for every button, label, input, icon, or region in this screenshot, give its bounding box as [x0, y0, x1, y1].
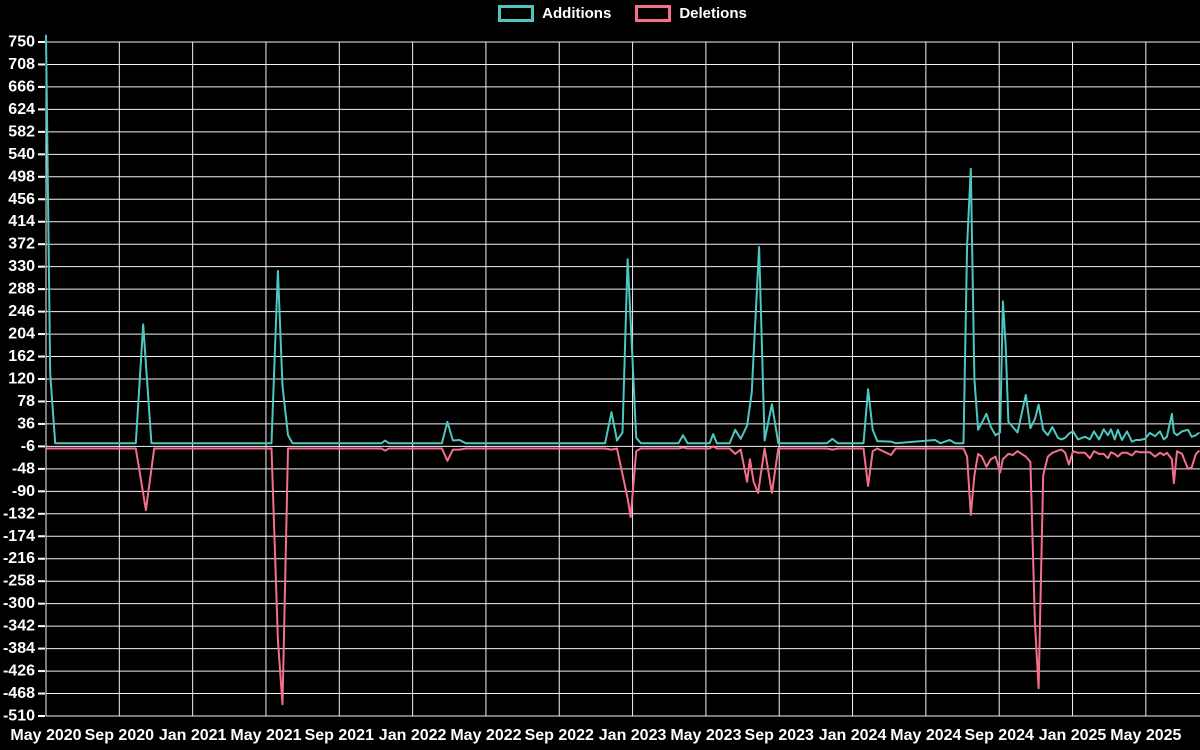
y-tick-label: 78: [17, 393, 35, 410]
y-tick-label: 246: [8, 303, 35, 320]
x-tick-label: May 2021: [230, 727, 301, 744]
y-tick-label: -258: [3, 573, 35, 590]
x-tick-label: May 2020: [10, 727, 81, 744]
y-tick-label: -426: [3, 663, 35, 680]
additions-line[interactable]: [45, 34, 1200, 445]
y-tick-label: -342: [3, 618, 35, 635]
x-tick-label: Jan 2022: [379, 727, 447, 744]
x-tick-label: May 2023: [670, 727, 741, 744]
y-tick-label: -174: [3, 528, 35, 545]
legend-item-additions[interactable]: Additions: [498, 5, 611, 22]
y-tick-label: -6: [21, 438, 35, 455]
y-tick-label: 414: [8, 213, 35, 230]
x-tick-label: Sep 2023: [745, 727, 814, 744]
deletions-swatch-icon: [635, 5, 672, 22]
x-tick-label: Sep 2022: [525, 727, 594, 744]
x-tick-label: Jan 2024: [819, 727, 887, 744]
y-tick-label: 330: [8, 258, 35, 275]
y-tick-label: 36: [17, 415, 35, 432]
y-tick-label: 708: [8, 56, 35, 73]
y-tick-label: 204: [8, 326, 35, 343]
x-tick-label: Jan 2021: [159, 727, 227, 744]
y-tick-label: -300: [3, 595, 35, 612]
y-tick-label: 162: [8, 348, 35, 365]
deletions-line[interactable]: [45, 445, 1200, 706]
y-tick-label: -90: [12, 483, 35, 500]
y-tick-label: 540: [8, 146, 35, 163]
y-tick-label: -384: [3, 640, 35, 657]
x-tick-label: May 2022: [450, 727, 521, 744]
legend-label-additions: Additions: [542, 5, 612, 22]
x-tick-label: Sep 2020: [85, 727, 154, 744]
x-tick-label: May 2024: [890, 727, 961, 744]
x-tick-label: May 2025: [1110, 727, 1181, 744]
y-tick-label: 372: [8, 236, 35, 253]
y-tick-label: 666: [8, 78, 35, 95]
y-tick-label: -216: [3, 550, 35, 567]
y-tick-label: 120: [8, 371, 35, 388]
y-tick-label: -510: [3, 708, 35, 725]
y-tick-label: 456: [8, 191, 35, 208]
x-tick-label: Jan 2025: [1039, 727, 1107, 744]
chart-legend: Additions Deletions: [46, 5, 1199, 22]
x-tick-label: Sep 2024: [965, 727, 1034, 744]
y-tick-label: 624: [8, 101, 35, 118]
y-tick-label: -132: [3, 505, 35, 522]
y-tick-label: 582: [8, 123, 35, 140]
y-tick-label: -468: [3, 685, 35, 702]
additions-swatch-icon: [498, 5, 535, 22]
y-tick-label: -48: [12, 460, 35, 477]
y-tick-label: 288: [8, 281, 35, 298]
y-tick-label: 498: [8, 168, 35, 185]
legend-item-deletions[interactable]: Deletions: [635, 5, 747, 22]
x-tick-label: Jan 2023: [599, 727, 667, 744]
legend-label-deletions: Deletions: [679, 5, 747, 22]
x-tick-label: Sep 2021: [305, 727, 374, 744]
y-tick-label: 750: [8, 34, 35, 51]
